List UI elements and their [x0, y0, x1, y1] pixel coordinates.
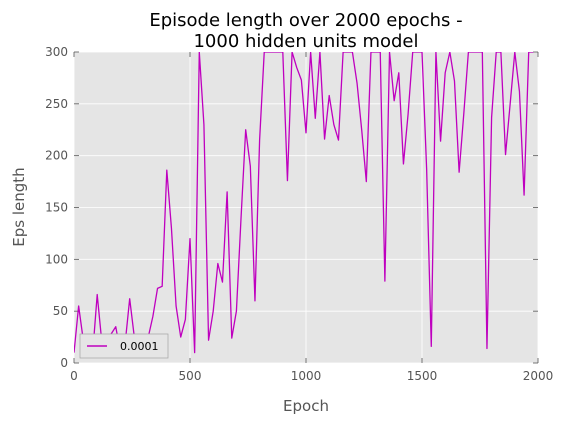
y-tick-label: 300 [45, 45, 68, 59]
y-tick-label: 100 [45, 252, 68, 266]
x-tick-label: 1500 [407, 369, 438, 383]
legend: 0.0001 [80, 334, 168, 358]
x-tick-label: 0 [70, 369, 78, 383]
y-tick-label: 50 [53, 304, 68, 318]
y-axis-label: Eps length [10, 167, 28, 246]
x-tick-label: 1000 [291, 369, 322, 383]
chart-title-line-2: 1000 hidden units model [193, 31, 418, 52]
x-tick-label: 2000 [523, 369, 554, 383]
y-tick-label: 200 [45, 149, 68, 163]
legend-label: 0.0001 [120, 340, 159, 353]
y-tick-label: 0 [60, 356, 68, 370]
y-tick-label: 250 [45, 97, 68, 111]
x-axis-label: Epoch [283, 397, 329, 415]
x-tick-label: 500 [179, 369, 202, 383]
chart-title-line-1: Episode length over 2000 epochs - [149, 10, 462, 31]
y-tick-label: 150 [45, 201, 68, 215]
